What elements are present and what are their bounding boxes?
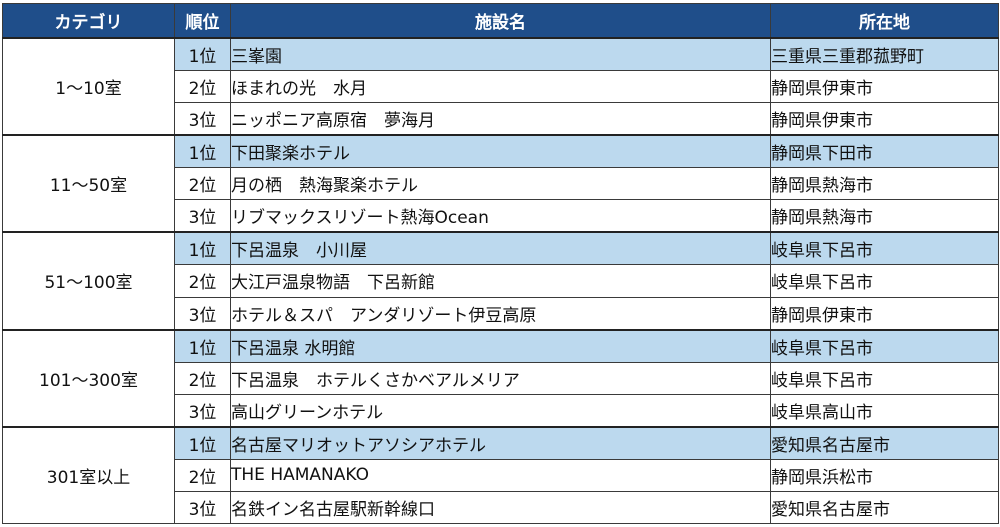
rank-cell: 2位 [174,458,231,492]
table-row: 2位 ほまれの光 水月 静岡県伊東市 [3,70,999,104]
location-cell: 愛知県名古屋市 [770,425,999,460]
table-row: 3位 高山グリーンホテル 岐阜県高山市 [3,393,999,428]
facility-name-cell: ニッポニア高原宿 夢海月 [230,102,771,136]
category-cell: 51～100室 [2,231,175,331]
rank-cell: 1位 [174,231,231,266]
facility-name-cell: 名古屋マリオットアソシアホテル [230,425,771,460]
table-row: 51～100室 1位 下呂温泉 小川屋 岐阜県下呂市 [2,231,999,331]
facility-name-cell: ホテル＆スパ アンダリゾート伊豆高原 [230,296,771,331]
rank-cell: 2位 [174,264,231,298]
facility-name-cell: 月の栖 熱海聚楽ホテル [230,167,771,201]
rank-cell: 1位 [174,37,231,72]
location-cell: 静岡県伊東市 [770,70,999,104]
location-cell: 岐阜県高山市 [770,393,999,428]
location-cell: 三重県三重郡菰野町 [770,37,999,72]
facility-name-cell: 下呂温泉 ホテルくさかベアルメリア [230,361,771,395]
location-cell: 岐阜県下呂市 [770,328,999,363]
facility-name-cell: リブマックスリゾート熱海Ocean [230,199,771,233]
location-cell: 岐阜県下呂市 [770,264,999,298]
rank-cell: 1位 [174,328,231,363]
category-cell: 101～300室 [2,328,175,428]
table-row: 3位 名鉄イン名古屋駅新幹線口 愛知県名古屋市 [3,490,999,525]
location-cell: 岐阜県下呂市 [770,361,999,395]
location-cell: 静岡県伊東市 [770,296,999,331]
location-cell: 静岡県浜松市 [770,458,999,492]
facility-name-cell: 高山グリーンホテル [230,393,771,428]
rank-cell: 3位 [174,490,231,525]
table-row: 11～50室 1位 下田聚楽ホテル 静岡県下田市 [2,134,999,233]
table-row: 101～300室 1位 下呂温泉 水明館 岐阜県下呂市 [2,328,999,428]
facility-name-cell: 下田聚楽ホテル [230,134,771,169]
facility-name-cell: 下呂温泉 水明館 [230,328,771,363]
table-row: 3位 リブマックスリゾート熱海Ocean 静岡県熱海市 [3,199,999,233]
rank-cell: 3位 [174,102,231,136]
table-row: 2位 下呂温泉 ホテルくさかベアルメリア 岐阜県下呂市 [3,361,999,395]
location-cell: 岐阜県下呂市 [770,231,999,266]
rank-cell: 3位 [174,199,231,233]
rank-cell: 2位 [174,167,231,201]
header-location: 所在地 [770,3,999,39]
header-category: カテゴリ [2,3,175,39]
header-row: カテゴリ 順位 施設名 所在地 [2,3,999,39]
table-row: 1～10室 1位 三峯園 三重県三重郡菰野町 [2,36,999,136]
rank-cell: 1位 [174,425,231,460]
category-cell: 301室以上 [2,425,175,524]
table-row: 2位 大江戸温泉物語 下呂新館 岐阜県下呂市 [3,264,999,298]
facility-name-cell: 三峯園 [230,37,771,72]
table-row: 3位 ニッポニア高原宿 夢海月 静岡県伊東市 [3,102,999,136]
table-row: 2位 月の栖 熱海聚楽ホテル 静岡県熱海市 [3,167,999,201]
facility-name-cell: THE HAMANAKO [230,458,771,492]
rank-cell: 3位 [174,393,231,428]
location-cell: 静岡県下田市 [770,134,999,169]
location-cell: 愛知県名古屋市 [770,490,999,525]
rank-cell: 2位 [174,361,231,395]
table-body: 1～10室 1位 三峯園 三重県三重郡菰野町 2位 ほまれの光 水月 静岡県伊東市 3位 ニッポ… [2,36,999,525]
location-cell: 静岡県熱海市 [770,167,999,201]
rank-cell: 1位 [174,134,231,169]
location-cell: 静岡県熱海市 [770,199,999,233]
facility-name-cell: 下呂温泉 小川屋 [230,231,771,266]
table-row: 301室以上 1位 名古屋マリオットアソシアホテル 愛知県名古屋市 [2,425,999,524]
facility-name-cell: ほまれの光 水月 [230,70,771,104]
header-rank: 順位 [174,3,231,39]
facility-name-cell: 大江戸温泉物語 下呂新館 [230,264,771,298]
rank-cell: 3位 [174,296,231,331]
facility-name-cell: 名鉄イン名古屋駅新幹線口 [230,490,771,525]
header-facility: 施設名 [230,3,771,39]
category-cell: 1～10室 [2,36,175,136]
table-row: 2位 THE HAMANAKO 静岡県浜松市 [3,458,999,492]
hotel-ranking-table: カテゴリ 順位 施設名 所在地 1～10室 1位 三峯園 三重県三重郡菰野町 2位 ほまれ… [2,3,999,525]
category-cell: 11～50室 [2,134,175,233]
location-cell: 静岡県伊東市 [770,102,999,136]
rank-cell: 2位 [174,70,231,104]
